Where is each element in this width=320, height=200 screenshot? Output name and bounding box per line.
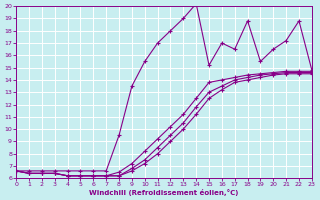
X-axis label: Windchill (Refroidissement éolien,°C): Windchill (Refroidissement éolien,°C) — [89, 189, 239, 196]
